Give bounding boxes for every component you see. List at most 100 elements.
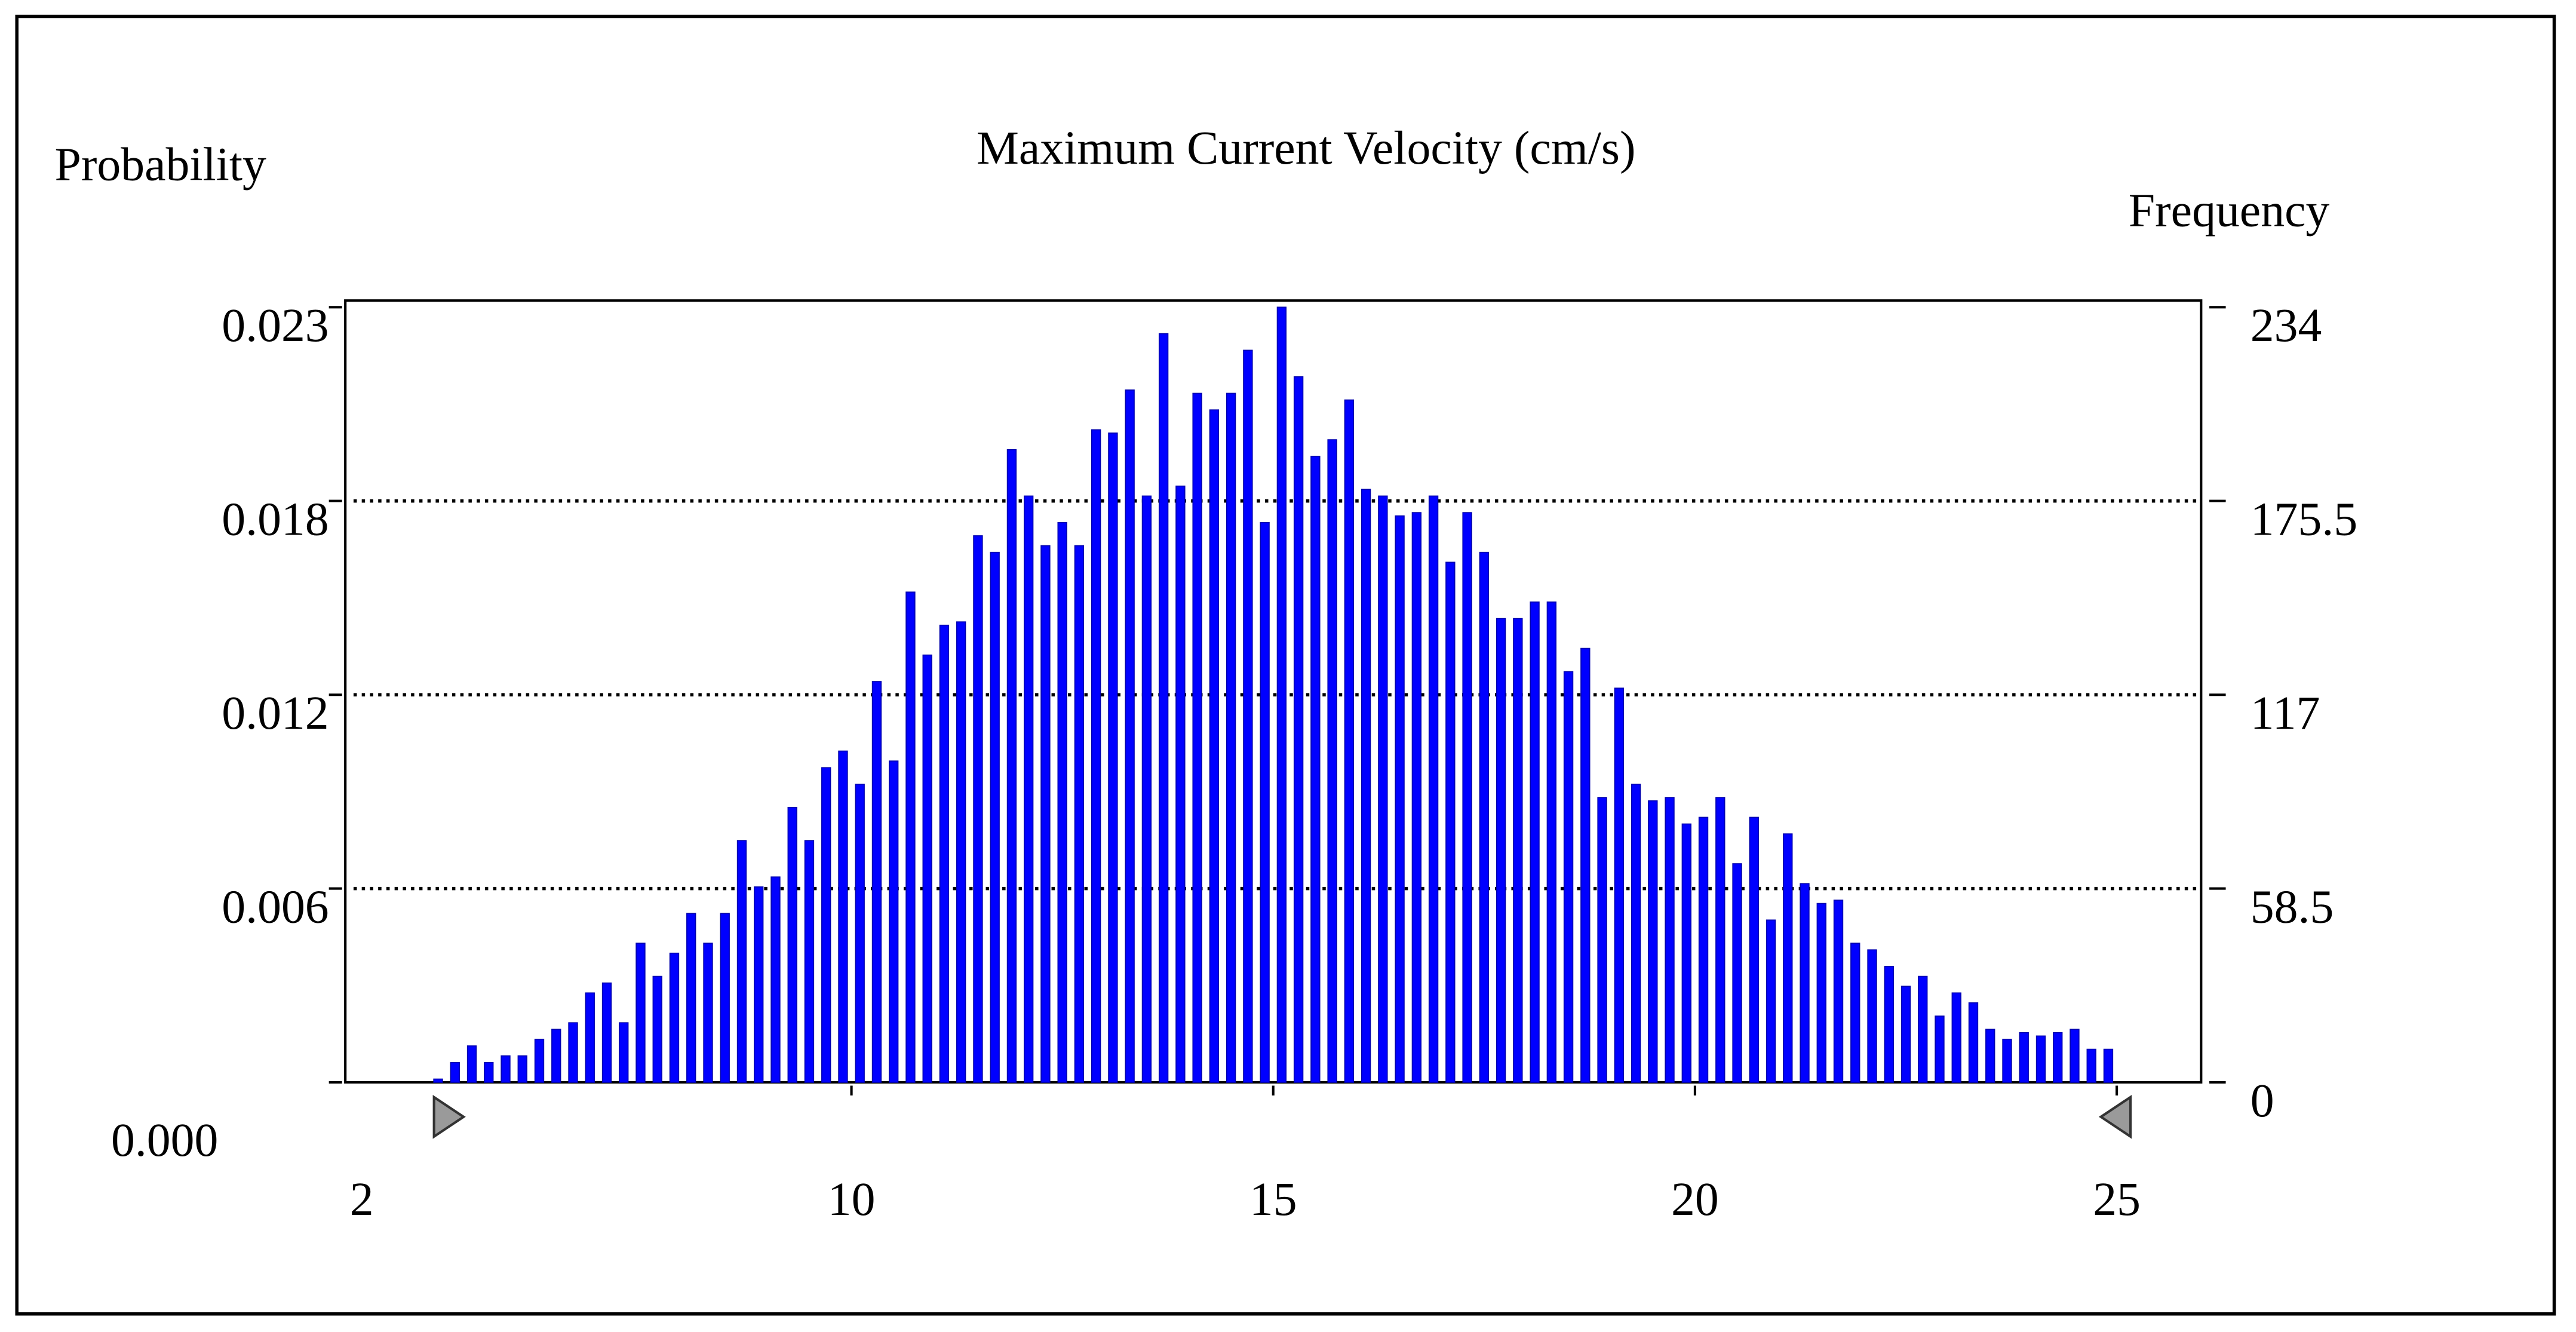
bar — [1344, 399, 1355, 1083]
bar — [1597, 797, 1607, 1083]
bar — [450, 1061, 460, 1083]
bar — [1614, 688, 1624, 1083]
bar — [838, 750, 848, 1083]
bar — [1361, 489, 1371, 1083]
bar — [1968, 1002, 1979, 1083]
bar — [1125, 389, 1135, 1083]
bar — [889, 760, 899, 1083]
bar — [1310, 456, 1321, 1083]
bar — [1428, 495, 1439, 1083]
x-tick-label: 20 — [1671, 1173, 1719, 1226]
bar — [2053, 1032, 2063, 1083]
bar — [517, 1055, 527, 1083]
bar — [1462, 512, 1472, 1083]
x-tick-label: 15 — [1249, 1173, 1297, 1226]
y-tick-label: 234 — [2250, 299, 2322, 352]
bar — [736, 840, 747, 1083]
bar — [1665, 797, 1675, 1083]
x-tick-label: 10 — [828, 1173, 876, 1226]
bar — [686, 913, 696, 1083]
bar — [501, 1055, 511, 1083]
bar — [1006, 449, 1017, 1083]
bar — [1024, 495, 1034, 1083]
x-start-label: 2 — [350, 1173, 374, 1226]
bar — [1766, 919, 1776, 1083]
bar — [1091, 429, 1101, 1083]
bar — [1243, 349, 1253, 1083]
range-marker-right — [2098, 1094, 2132, 1139]
bar — [720, 913, 730, 1083]
bar — [1749, 817, 1759, 1083]
bar — [1141, 495, 1152, 1083]
bar — [585, 992, 595, 1083]
bar — [568, 1022, 578, 1083]
y2-tick-label: 0.006 — [222, 880, 328, 933]
bar — [635, 943, 646, 1083]
bar — [1479, 551, 1490, 1083]
bar — [2103, 1048, 2114, 1083]
bar — [1732, 863, 1742, 1083]
bar — [703, 943, 713, 1083]
bar — [1530, 601, 1540, 1083]
x-tick-label: 25 — [2093, 1173, 2141, 1226]
bar — [1800, 883, 1810, 1083]
bar — [2035, 1035, 2046, 1083]
bar — [601, 982, 612, 1083]
bar — [2019, 1032, 2029, 1083]
bar — [2002, 1039, 2012, 1083]
bar — [1816, 903, 1826, 1083]
bar — [1985, 1029, 1995, 1083]
bar — [484, 1061, 494, 1083]
bar — [1445, 561, 1456, 1083]
bar — [855, 784, 865, 1083]
bar — [1867, 949, 1877, 1083]
bar — [1698, 817, 1709, 1083]
y-tick-label: 117 — [2250, 687, 2320, 739]
bar — [619, 1022, 629, 1083]
chart-title: Maximum Current Velocity (cm/s) — [977, 122, 1636, 174]
bar — [1884, 966, 1894, 1083]
bar — [1378, 495, 1388, 1083]
range-marker-left — [432, 1094, 466, 1139]
bar — [1833, 900, 1844, 1083]
bar — [1327, 439, 1337, 1083]
bar — [1918, 975, 1928, 1083]
bar — [1276, 306, 1287, 1083]
bar — [1209, 409, 1220, 1083]
y2-axis-title: Probability — [54, 139, 266, 191]
y2-tick-label: 0.012 — [222, 687, 328, 739]
bar — [1580, 647, 1591, 1083]
bar — [1192, 392, 1202, 1083]
bar — [1411, 512, 1422, 1083]
bar — [1900, 986, 1911, 1083]
bar — [1783, 833, 1793, 1083]
bar — [2070, 1029, 2080, 1083]
bar — [770, 876, 781, 1083]
y-tick-label: 175.5 — [2250, 493, 2357, 546]
bar — [433, 1078, 443, 1083]
bar — [1074, 545, 1085, 1083]
bar — [1563, 671, 1574, 1083]
bar — [1850, 943, 1860, 1083]
bar — [551, 1029, 561, 1083]
bar — [1631, 784, 1641, 1083]
bar — [1057, 521, 1067, 1083]
bar — [973, 535, 983, 1083]
bar — [466, 1045, 477, 1083]
bar — [1715, 797, 1725, 1083]
bar — [1040, 545, 1051, 1083]
bar — [2086, 1048, 2096, 1083]
bar — [956, 621, 966, 1083]
y-tick-label: 58.5 — [2250, 880, 2334, 933]
bar — [1395, 515, 1405, 1083]
bar — [1496, 618, 1506, 1083]
bar — [652, 975, 662, 1083]
bar — [669, 952, 680, 1083]
y2-tick-label: 0.018 — [222, 493, 328, 546]
bar — [1546, 601, 1556, 1083]
bar — [821, 767, 831, 1083]
bar — [1681, 823, 1691, 1083]
y-tick-label: 0 — [2250, 1075, 2274, 1127]
bar — [922, 654, 932, 1083]
